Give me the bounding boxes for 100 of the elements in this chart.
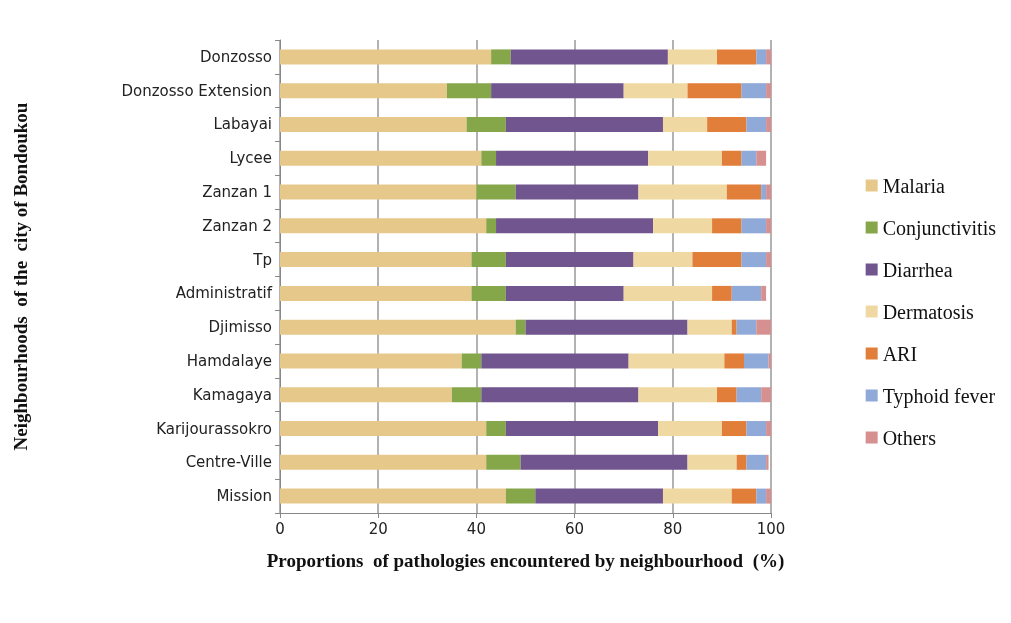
y-tick-label: Djimisso	[208, 318, 272, 337]
y-tick-label: Mission	[216, 487, 272, 506]
bar	[280, 184, 477, 200]
bar	[766, 454, 769, 470]
bar	[515, 184, 639, 200]
bar	[461, 353, 482, 369]
bar	[471, 285, 506, 301]
bar	[766, 421, 771, 437]
bar	[280, 150, 482, 166]
bar	[766, 116, 771, 132]
bar	[736, 454, 747, 470]
bar	[653, 218, 713, 234]
bar	[446, 83, 492, 99]
y-axis-title: Neighbourhoods of the city of Bondoukou	[10, 102, 31, 451]
bar	[638, 184, 727, 200]
bar	[481, 387, 639, 403]
y-tick-label: Centre-Ville	[185, 453, 272, 472]
bar	[721, 150, 742, 166]
y-tick-label: Zanzan 1	[202, 183, 272, 202]
legend-label: Conjunctivitis	[882, 216, 997, 240]
bar	[716, 49, 757, 65]
bar	[741, 252, 767, 268]
bar	[761, 387, 771, 403]
legend-label: Typhoid fever	[882, 384, 996, 408]
bar	[496, 218, 654, 234]
bar	[692, 252, 742, 268]
bar	[712, 285, 732, 301]
bar	[505, 421, 659, 437]
x-tick-label: 100	[756, 519, 786, 538]
bar	[505, 285, 624, 301]
bar	[766, 252, 771, 268]
legend-label: Dermatosis	[882, 300, 974, 323]
bar	[505, 252, 634, 268]
bar	[731, 319, 737, 335]
bar	[667, 49, 717, 65]
x-tick-label: 60	[565, 519, 585, 538]
legend-label: Malaria	[882, 174, 945, 197]
bar	[481, 353, 629, 369]
bar	[525, 319, 688, 335]
bar	[628, 353, 725, 369]
bar	[486, 421, 506, 437]
y-tick-label: Karijourassokro	[156, 419, 272, 438]
bar	[721, 421, 747, 437]
bar	[731, 488, 757, 504]
bar	[481, 150, 497, 166]
bar	[766, 49, 771, 65]
bar	[687, 454, 737, 470]
bar	[756, 319, 771, 335]
x-tick-label: 0	[275, 519, 285, 538]
bar	[766, 83, 771, 99]
legend-label: Diarrhea	[882, 258, 953, 281]
bar	[736, 387, 762, 403]
bar	[687, 319, 732, 335]
bar	[466, 116, 506, 132]
bar	[766, 184, 771, 200]
bar	[766, 218, 771, 234]
x-axis-title: Proportions of pathologies encountered by neighbourhood (%)	[266, 550, 785, 572]
bar	[741, 218, 767, 234]
bar	[662, 116, 708, 132]
bar	[746, 454, 767, 470]
x-tick-label: 80	[663, 519, 683, 538]
bar	[280, 454, 487, 470]
bar	[280, 218, 487, 234]
bar	[766, 488, 771, 504]
bar	[280, 488, 506, 504]
bar	[756, 488, 767, 504]
bar	[280, 285, 472, 301]
legend-label: ARI	[882, 342, 918, 365]
bar	[648, 150, 722, 166]
y-tick-label: Donzosso	[199, 47, 272, 66]
bar	[716, 387, 737, 403]
bar	[505, 488, 536, 504]
bar	[741, 83, 767, 99]
bar	[515, 319, 526, 335]
bar	[535, 488, 663, 504]
y-tick-label: Hamdalaye	[186, 351, 272, 370]
bar	[510, 49, 668, 65]
y-tick-label: Lycee	[229, 149, 272, 168]
y-tick-label: Zanzan 2	[202, 216, 272, 235]
bar	[638, 387, 717, 403]
bar	[724, 353, 744, 369]
bar	[520, 454, 688, 470]
bar	[496, 150, 649, 166]
y-tick-label: Labayai	[213, 115, 272, 134]
bar	[726, 184, 762, 200]
legend-label: Others	[882, 426, 937, 449]
bar	[471, 252, 506, 268]
bar	[623, 285, 713, 301]
bar	[491, 49, 511, 65]
bar	[687, 83, 742, 99]
bar	[280, 353, 462, 369]
y-tick-label: Administratif	[175, 284, 273, 303]
y-tick-label: Tp	[252, 250, 272, 269]
bar	[491, 83, 624, 99]
bar	[280, 49, 492, 65]
bar	[741, 150, 757, 166]
bar	[756, 150, 767, 166]
bar	[633, 252, 693, 268]
bar	[451, 387, 482, 403]
bar	[736, 319, 757, 335]
